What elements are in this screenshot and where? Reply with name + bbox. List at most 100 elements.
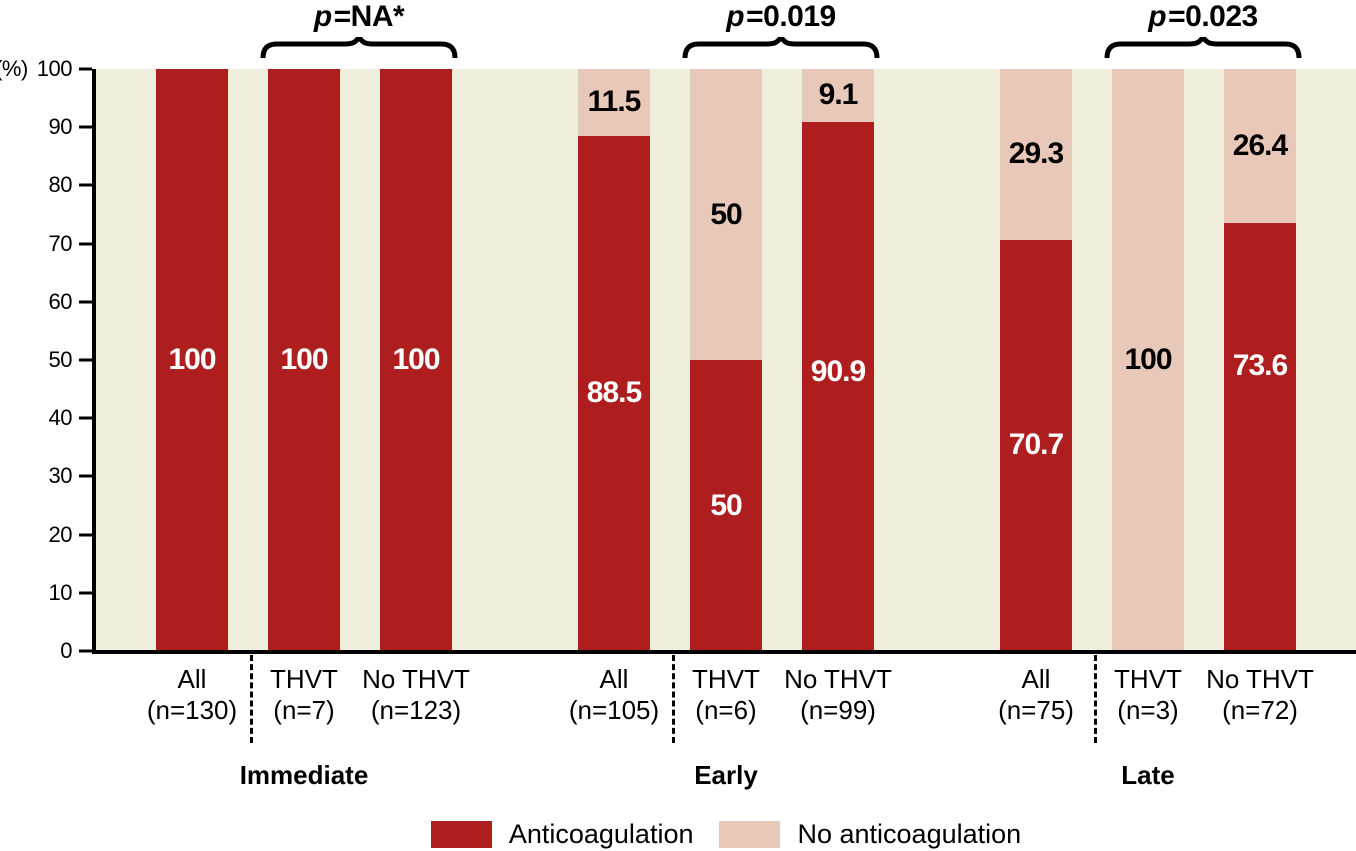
bar-value-label-no-anticoagulation: 29.3 (1008, 137, 1064, 171)
y-tick-value: 80 (48, 172, 73, 198)
y-tick-label: 30 (48, 463, 73, 489)
y-tick-value: 90 (48, 114, 73, 140)
y-tick-label: 80 (48, 172, 73, 198)
p-variable: p (313, 0, 332, 33)
y-axis-unit-label: (%) (0, 56, 28, 81)
bar-value-label-no-anticoagulation: 26.4 (1232, 128, 1288, 162)
bar-value-label-anticoagulation: 100 (168, 343, 216, 376)
legend-label: No anticoagulation (797, 819, 1022, 849)
y-tick-label: 0 (60, 638, 72, 664)
legend-item: Anticoagulation (430, 819, 694, 850)
y-tick-label: 10 (48, 579, 73, 606)
y-tick-mark (79, 649, 92, 653)
x-tick-n-count: (n=72) (1222, 695, 1298, 725)
x-tick-n-count: (n=7) (273, 695, 335, 725)
x-tick-n-count: (n=123) (370, 695, 462, 725)
y-tick-mark (79, 242, 92, 246)
p-variable: p (726, 0, 745, 33)
bar-early-thvt: 50 50 (690, 69, 762, 651)
x-tick-label: All (n=105) (569, 664, 659, 726)
legend: Anticoagulation No anticoagulation (96, 819, 1356, 850)
bar-segment-anticoagulation (1000, 239, 1072, 651)
x-tick-category: THVT (692, 664, 760, 694)
legend-label: Anticoagulation (508, 819, 694, 849)
bar-segment-no-anticoagulation (578, 69, 650, 136)
y-tick-value: 40 (48, 405, 73, 431)
x-axis-line (92, 650, 1356, 654)
legend-swatch-no-anticoagulation (719, 821, 781, 848)
x-tick-n-count: (n=99) (800, 695, 876, 725)
y-tick-label: 20 (49, 522, 73, 548)
bar-segment-no-anticoagulation (690, 69, 762, 360)
p-value-text: =0.023 (1168, 0, 1258, 33)
bar-group-immediate: 100 100 100 (156, 69, 452, 651)
p-value-label: p=NA* (313, 0, 405, 34)
group-labels-row: Immediate Early Late (96, 760, 1356, 791)
bar-segment-no-anticoagulation (1224, 69, 1296, 223)
y-tick-value: 60 (48, 288, 73, 314)
x-tick-category: No THVT (784, 664, 892, 694)
y-tick-label: 90 (48, 114, 73, 140)
p-value-label: p=0.019 (726, 0, 836, 34)
y-tick-value: 10 (48, 579, 73, 605)
p-value-header-row: p=NA* p=0.019 p=0.023 (96, 0, 1356, 66)
y-tick-mark (79, 591, 92, 595)
y-tick-mark (79, 358, 92, 362)
y-tick-mark (79, 125, 92, 129)
bar-late-no-thvt: 73.6 26.4 (1224, 69, 1296, 651)
bar-value-label-anticoagulation: 100 (392, 343, 440, 376)
dashed-separator (672, 655, 675, 743)
bar-value-label-anticoagulation: 90.9 (810, 354, 866, 388)
x-tick-category: All (1021, 664, 1051, 694)
x-tick-n-count: (n=130) (146, 695, 238, 725)
significance-brace (682, 32, 880, 61)
y-tick-value: 100 (36, 56, 73, 81)
bar-value-label-anticoagulation: 50 (710, 488, 742, 522)
y-tick-value: 30 (48, 463, 73, 489)
bar-segment-anticoagulation (380, 69, 452, 651)
x-tick-category: No THVT (362, 664, 470, 694)
y-tick-label: 50 (49, 347, 73, 373)
dashed-separator (250, 655, 253, 743)
y-tick-mark (79, 533, 92, 537)
bar-immediate-thvt: 100 (268, 69, 340, 651)
bar-early-all: 88.5 11.5 (578, 69, 650, 651)
y-axis-line (92, 69, 96, 653)
y-tick-label: 70 (49, 231, 73, 257)
x-label-group-late: All (n=75) THVT (n=3) No THVT (n=72) (998, 655, 1314, 743)
bar-late-all: 70.7 29.3 (1000, 69, 1072, 651)
bar-value-label-no-anticoagulation: 11.5 (587, 85, 642, 119)
plot-area: 100 100 100 88.5 11.5 50 50 90.9 9.1 70.7 29.3 100 7… (96, 69, 1356, 651)
bar-value-label-anticoagulation: 73.6 (1232, 348, 1288, 382)
p-value-group-immediate: p=NA* (156, 0, 458, 66)
bar-group-late: 70.7 29.3 100 73.6 26.4 (1000, 69, 1296, 651)
y-tick-mark (79, 474, 92, 478)
x-tick-label: No THVT (n=72) (1206, 664, 1314, 726)
x-tick-category: THVT (1114, 664, 1182, 694)
x-tick-category: All (599, 664, 629, 694)
legend-item: No anticoagulation (719, 819, 1021, 850)
p-value-text: =0.019 (746, 0, 836, 33)
significance-brace (1104, 32, 1302, 61)
x-label-group-early: All (n=105) THVT (n=6) No THVT (n=99) (569, 655, 892, 743)
x-axis-labels-row: All (n=130) THVT (n=7) No THVT (n=123) All (n=1… (96, 655, 1356, 743)
p-value-group-late: p=0.023 (1000, 0, 1302, 66)
bar-segment-anticoagulation (156, 69, 228, 651)
legend-swatch-anticoagulation (430, 821, 492, 848)
p-value-text: =NA* (333, 0, 405, 33)
x-tick-n-count: (n=6) (695, 695, 757, 725)
x-tick-category: All (177, 664, 207, 694)
p-value-label: p=0.023 (1148, 0, 1258, 34)
bar-group-early: 88.5 11.5 50 50 90.9 9.1 (578, 69, 874, 651)
bar-segment-anticoagulation (578, 135, 650, 651)
bar-value-label-anticoagulation: 100 (280, 343, 328, 376)
y-tick-value: 0 (60, 638, 72, 663)
y-tick-label: (%) 100 (0, 56, 73, 82)
dashed-separator (1094, 655, 1097, 743)
x-tick-category: THVT (270, 664, 338, 694)
bar-value-label-anticoagulation: 70.7 (1008, 428, 1064, 462)
y-tick-label: 40 (48, 405, 73, 431)
x-tick-label: No THVT (n=123) (362, 664, 470, 726)
bar-value-label-no-anticoagulation: 100 (1124, 343, 1172, 376)
